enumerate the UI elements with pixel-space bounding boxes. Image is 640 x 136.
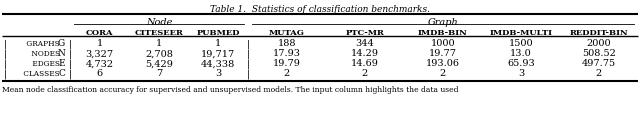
Text: |: |	[68, 69, 72, 79]
Text: 13.0: 13.0	[510, 50, 532, 58]
Text: |: |	[68, 59, 72, 69]
Text: 6: 6	[97, 69, 103, 78]
Text: 4,732: 4,732	[86, 60, 114, 69]
Text: 19.77: 19.77	[429, 50, 457, 58]
Text: |: |	[68, 49, 72, 59]
Text: C: C	[58, 69, 65, 78]
Text: 3,327: 3,327	[86, 50, 114, 58]
Text: CORA: CORA	[86, 29, 113, 37]
Text: 2000: 2000	[587, 39, 611, 49]
Text: 14.29: 14.29	[351, 50, 379, 58]
Text: 508.52: 508.52	[582, 50, 616, 58]
Text: 1: 1	[97, 39, 103, 49]
Text: |: |	[68, 39, 72, 49]
Text: IMDB-BIN: IMDB-BIN	[418, 29, 468, 37]
Text: 2: 2	[440, 69, 446, 78]
Text: |: |	[246, 39, 250, 49]
Text: Graph: Graph	[428, 18, 458, 27]
Text: 193.06: 193.06	[426, 60, 460, 69]
Text: CITESEER: CITESEER	[134, 29, 184, 37]
Text: 188: 188	[278, 39, 296, 49]
Text: Mean node classification accuracy for supervised and unsupervised models. The in: Mean node classification accuracy for su…	[2, 86, 458, 94]
Text: MUTAG: MUTAG	[269, 29, 305, 37]
Text: 1000: 1000	[431, 39, 455, 49]
Text: |: |	[246, 69, 250, 79]
Text: 65.93: 65.93	[507, 60, 535, 69]
Text: |: |	[246, 59, 250, 69]
Text: |: |	[4, 39, 7, 49]
Text: EDGES: EDGES	[30, 60, 60, 68]
Text: |: |	[246, 49, 250, 59]
Text: G: G	[58, 39, 65, 49]
Text: GRAPHS: GRAPHS	[24, 40, 60, 48]
Text: 17.93: 17.93	[273, 50, 301, 58]
Text: 3: 3	[215, 69, 221, 78]
Text: 1500: 1500	[509, 39, 533, 49]
Text: 2: 2	[284, 69, 290, 78]
Text: 19.79: 19.79	[273, 60, 301, 69]
Text: CLASSES: CLASSES	[21, 70, 60, 78]
Text: N: N	[57, 50, 65, 58]
Text: 1: 1	[215, 39, 221, 49]
Text: 44,338: 44,338	[201, 60, 236, 69]
Text: |: |	[4, 59, 7, 69]
Text: REDDIT-BIN: REDDIT-BIN	[570, 29, 628, 37]
Text: 5,429: 5,429	[145, 60, 173, 69]
Text: |: |	[4, 69, 7, 79]
Text: 344: 344	[356, 39, 374, 49]
Text: 2: 2	[362, 69, 368, 78]
Text: Table 1.  Statistics of classification benchmarks.: Table 1. Statistics of classification be…	[210, 5, 430, 14]
Text: 7: 7	[156, 69, 162, 78]
Text: 14.69: 14.69	[351, 60, 379, 69]
Text: 1: 1	[156, 39, 162, 49]
Text: 19,717: 19,717	[201, 50, 236, 58]
Text: |: |	[4, 49, 7, 59]
Text: NODES: NODES	[29, 50, 60, 58]
Text: 497.75: 497.75	[582, 60, 616, 69]
Text: PTC-MR: PTC-MR	[346, 29, 385, 37]
Text: IMDB-MULTI: IMDB-MULTI	[490, 29, 552, 37]
Text: E: E	[58, 60, 65, 69]
Text: 3: 3	[518, 69, 524, 78]
Text: 2,708: 2,708	[145, 50, 173, 58]
Text: PUBMED: PUBMED	[196, 29, 240, 37]
Text: 2: 2	[596, 69, 602, 78]
Text: Node: Node	[146, 18, 172, 27]
